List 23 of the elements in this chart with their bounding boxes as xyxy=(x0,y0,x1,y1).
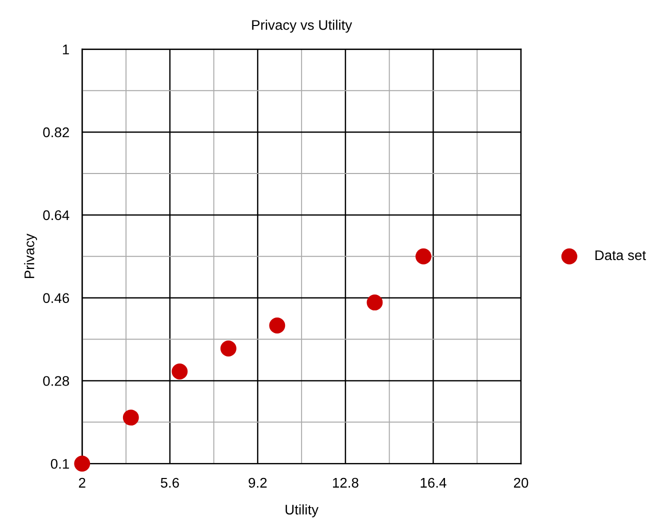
chart-title: Privacy vs Utility xyxy=(252,20,352,33)
x-tick-label: 5.6 xyxy=(160,478,179,488)
y-tick-label: 0.82 xyxy=(43,127,69,138)
point xyxy=(122,410,139,426)
x-tick-label: 20 xyxy=(514,478,528,488)
x-tick-label: 9.2 xyxy=(248,478,267,488)
point xyxy=(172,364,188,380)
y-tick-label: 0.1 xyxy=(50,458,69,469)
y-tick-label: 0.46 xyxy=(43,293,70,304)
x-axis-title: Utility xyxy=(286,504,319,518)
point xyxy=(220,340,236,356)
y-tick-label: 0.64 xyxy=(43,210,70,220)
x-tick-label: 12.8 xyxy=(332,478,358,488)
y-tick-label: 1 xyxy=(62,44,69,54)
point xyxy=(415,248,432,264)
y-tick-label: 0.28 xyxy=(43,376,70,386)
point xyxy=(269,318,286,334)
x-tick-label: 2 xyxy=(78,478,86,488)
point xyxy=(366,294,383,310)
y-axis-title: Privacy xyxy=(24,234,38,278)
legend-label: Data set xyxy=(595,250,646,260)
x-tick-label: 16.4 xyxy=(420,478,446,488)
point xyxy=(74,456,90,472)
